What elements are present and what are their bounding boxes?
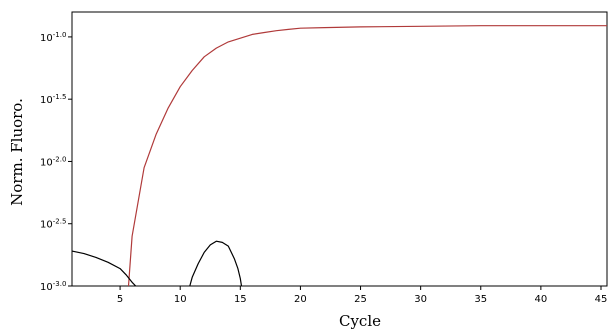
y-axis-label: Norm. Fluoro. [8, 98, 26, 206]
series-line-2 [71, 250, 137, 287]
plot-frame [71, 11, 608, 287]
y-axis: 10-1.0 10-1.5 10-2.0 10-2.5 10-3.0 [40, 31, 72, 293]
x-axis: 5 10 15 20 25 30 35 40 45 [117, 286, 607, 305]
x-tick-label: 25 [354, 294, 367, 305]
x-tick-label: 15 [234, 294, 247, 305]
series-line-1 [127, 25, 607, 287]
x-tick-label: 10 [174, 294, 187, 305]
x-tick-label: 5 [117, 294, 123, 305]
x-tick-label: 40 [535, 294, 548, 305]
x-tick-label: 45 [595, 294, 608, 305]
x-axis-label: Cycle [339, 312, 381, 330]
series-layer [71, 25, 607, 287]
y-tick-label: 10-1.0 [40, 31, 66, 44]
y-tick-label: 10-2.0 [40, 155, 66, 168]
y-tick-label: 10-2.5 [40, 218, 66, 231]
series-line-3 [189, 240, 243, 287]
x-tick-label: 30 [414, 294, 427, 305]
plot-area [71, 11, 608, 287]
x-tick-label: 20 [294, 294, 307, 305]
x-tick-label: 35 [474, 294, 487, 305]
y-tick-label: 10-3.0 [40, 280, 66, 293]
y-tick-label: 10-1.5 [40, 93, 66, 106]
